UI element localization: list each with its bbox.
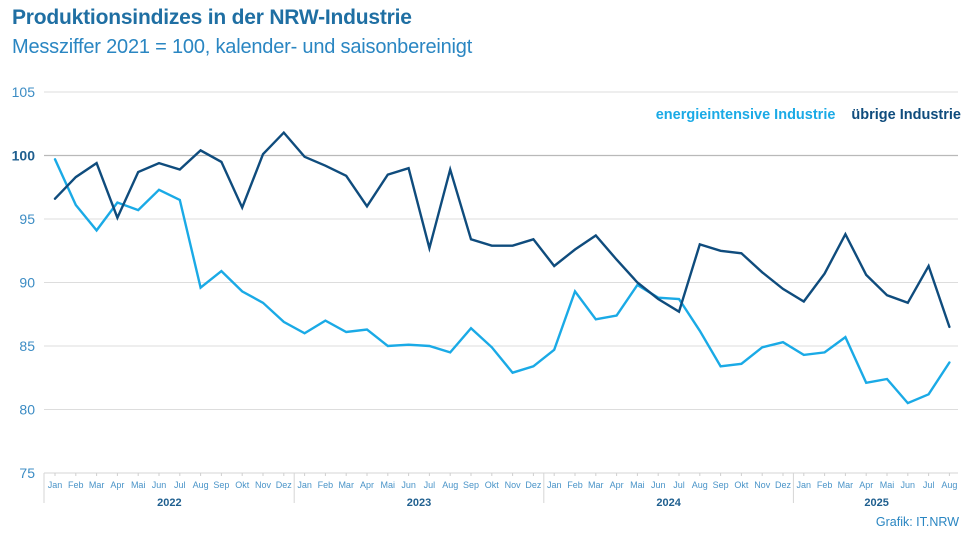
x-tick-label: Okt xyxy=(235,480,250,490)
x-tick-label: Dez xyxy=(525,480,542,490)
x-tick-label: Mai xyxy=(630,480,645,490)
chart-title: Produktionsindizes in der NRW-Industrie xyxy=(12,6,412,29)
x-tick-label: Sep xyxy=(463,480,479,490)
y-tick-label: 75 xyxy=(19,465,35,481)
x-tick-label: Feb xyxy=(567,480,583,490)
x-tick-label: Jul xyxy=(424,480,436,490)
x-tick-label: Sep xyxy=(713,480,729,490)
x-tick-label: Jan xyxy=(48,480,63,490)
x-tick-label: Aug xyxy=(941,480,957,490)
y-axis: 75 80 85 90 95 100 105 xyxy=(12,84,36,481)
year-label: 2022 xyxy=(157,497,181,509)
series-lines xyxy=(53,130,951,405)
x-tick-label: Mai xyxy=(131,480,146,490)
chart-subtitle: Messziffer 2021 = 100, kalender- und sai… xyxy=(12,36,473,58)
x-tick-label: Jan xyxy=(547,480,562,490)
x-tick-label: Jun xyxy=(901,480,916,490)
x-tick-label: Nov xyxy=(505,480,522,490)
x-tick-label: Aug xyxy=(193,480,209,490)
year-label: 2023 xyxy=(407,497,431,509)
x-tick-label: Apr xyxy=(859,480,873,490)
x-tick-label: Apr xyxy=(360,480,374,490)
x-tick-label: Mai xyxy=(880,480,895,490)
x-tick-label: Jun xyxy=(152,480,167,490)
x-tick-label: Dez xyxy=(775,480,792,490)
source-credit: Grafik: IT.NRW xyxy=(875,515,959,529)
series-line-energy xyxy=(53,158,951,405)
y-tick-label: 80 xyxy=(19,402,35,418)
x-tick-label: Jul xyxy=(923,480,935,490)
x-tick-label: Mar xyxy=(838,480,854,490)
gridlines xyxy=(44,91,958,410)
x-tick-label: Jun xyxy=(401,480,416,490)
x-tick-label: Sep xyxy=(213,480,229,490)
y-tick-label: 85 xyxy=(19,338,35,354)
x-axis: Jan Feb Mar Apr Mai Jun Jul Aug Sep Okt Nov Dez Jan F… xyxy=(43,472,958,509)
x-tick-label: Okt xyxy=(485,480,500,490)
y-tick-label: 95 xyxy=(19,211,35,227)
x-tick-label: Jul xyxy=(673,480,685,490)
x-tick-label: Feb xyxy=(318,480,334,490)
x-tick-label: Nov xyxy=(255,480,272,490)
x-tick-label: Feb xyxy=(817,480,833,490)
legend-item-other: übrige Industrie xyxy=(851,107,961,123)
x-tick-label: Mar xyxy=(89,480,105,490)
x-tick-label: Jan xyxy=(297,480,312,490)
year-label: 2024 xyxy=(656,497,681,509)
x-tick-label: Jun xyxy=(651,480,666,490)
x-tick-label: Mai xyxy=(381,480,396,490)
x-tick-label: Feb xyxy=(68,480,84,490)
x-tick-label: Aug xyxy=(442,480,458,490)
x-tick-label: Apr xyxy=(110,480,124,490)
year-label: 2025 xyxy=(864,497,888,509)
y-tick-label: 90 xyxy=(19,275,35,291)
x-tick-label: Apr xyxy=(610,480,624,490)
x-tick-label: Jul xyxy=(174,480,186,490)
x-tick-label: Dez xyxy=(276,480,293,490)
x-tick-label: Mar xyxy=(338,480,354,490)
x-tick-label: Okt xyxy=(734,480,749,490)
series-line-other xyxy=(53,130,951,329)
y-tick-label: 105 xyxy=(12,84,36,100)
x-tick-label: Aug xyxy=(692,480,708,490)
x-tick-label: Jan xyxy=(797,480,812,490)
legend-item-energy: energieintensive Industrie xyxy=(655,107,836,123)
x-tick-label: Mar xyxy=(588,480,604,490)
x-tick-label: Nov xyxy=(754,480,771,490)
y-tick-label: 100 xyxy=(12,148,36,164)
legend: energieintensive Industrie übrige Indust… xyxy=(656,107,961,123)
